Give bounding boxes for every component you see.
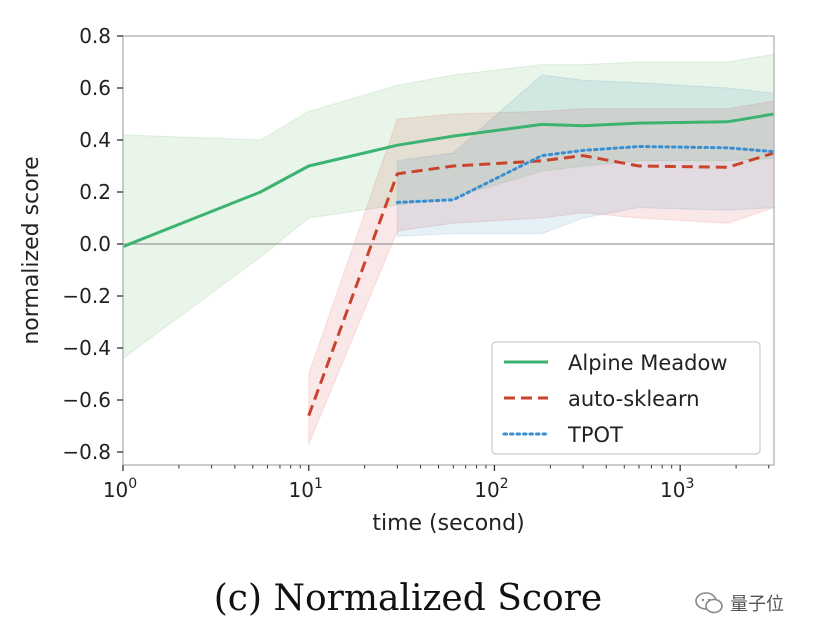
- wechat-icon: [695, 592, 723, 614]
- y-tick-label: 0.4: [79, 128, 111, 152]
- watermark: 量子位: [694, 590, 784, 616]
- figure-caption: (c) Normalized Score: [213, 578, 603, 619]
- chart: −0.8 −0.6 −0.4 −0.2 0.0 0.2 0.4 0.6 0.8 100 101 102…: [19, 24, 776, 536]
- alpine-meadow-line: [122, 112, 775, 248]
- legend-label-alpine-meadow: Alpine Meadow: [568, 351, 728, 375]
- y-axis-label: normalized score: [19, 156, 44, 344]
- plot-frame: [122, 35, 775, 466]
- tpot-line: [395, 145, 776, 204]
- y-tick-label: 0.2: [79, 180, 111, 204]
- legend-label-tpot: TPOT: [567, 423, 623, 447]
- y-tick-label: −0.6: [62, 388, 111, 412]
- series-lines: [122, 112, 776, 417]
- ticks: −0.8 −0.6 −0.4 −0.2 0.0 0.2 0.4 0.6 0.8 100 101 102…: [62, 24, 770, 502]
- y-tick-label: 0.8: [79, 24, 111, 48]
- legend: Alpine Meadow auto-sklearn TPOT: [491, 341, 761, 455]
- x-axis-label: time (second): [372, 511, 524, 536]
- watermark-text: 量子位: [730, 594, 784, 615]
- legend-label-auto-sklearn: auto-sklearn: [568, 387, 700, 411]
- x-tick-label: 102: [474, 476, 508, 502]
- y-tick-label: −0.4: [62, 336, 111, 360]
- x-tick-label: 103: [660, 476, 694, 502]
- x-tick-label: 100: [103, 476, 137, 502]
- y-tick-label: −0.2: [62, 284, 111, 308]
- x-tick-label: 101: [289, 476, 323, 502]
- y-tick-label: 0.0: [79, 232, 111, 256]
- y-tick-label: 0.6: [79, 76, 111, 100]
- legend-box: [491, 341, 761, 455]
- y-tick-label: −0.8: [62, 440, 111, 464]
